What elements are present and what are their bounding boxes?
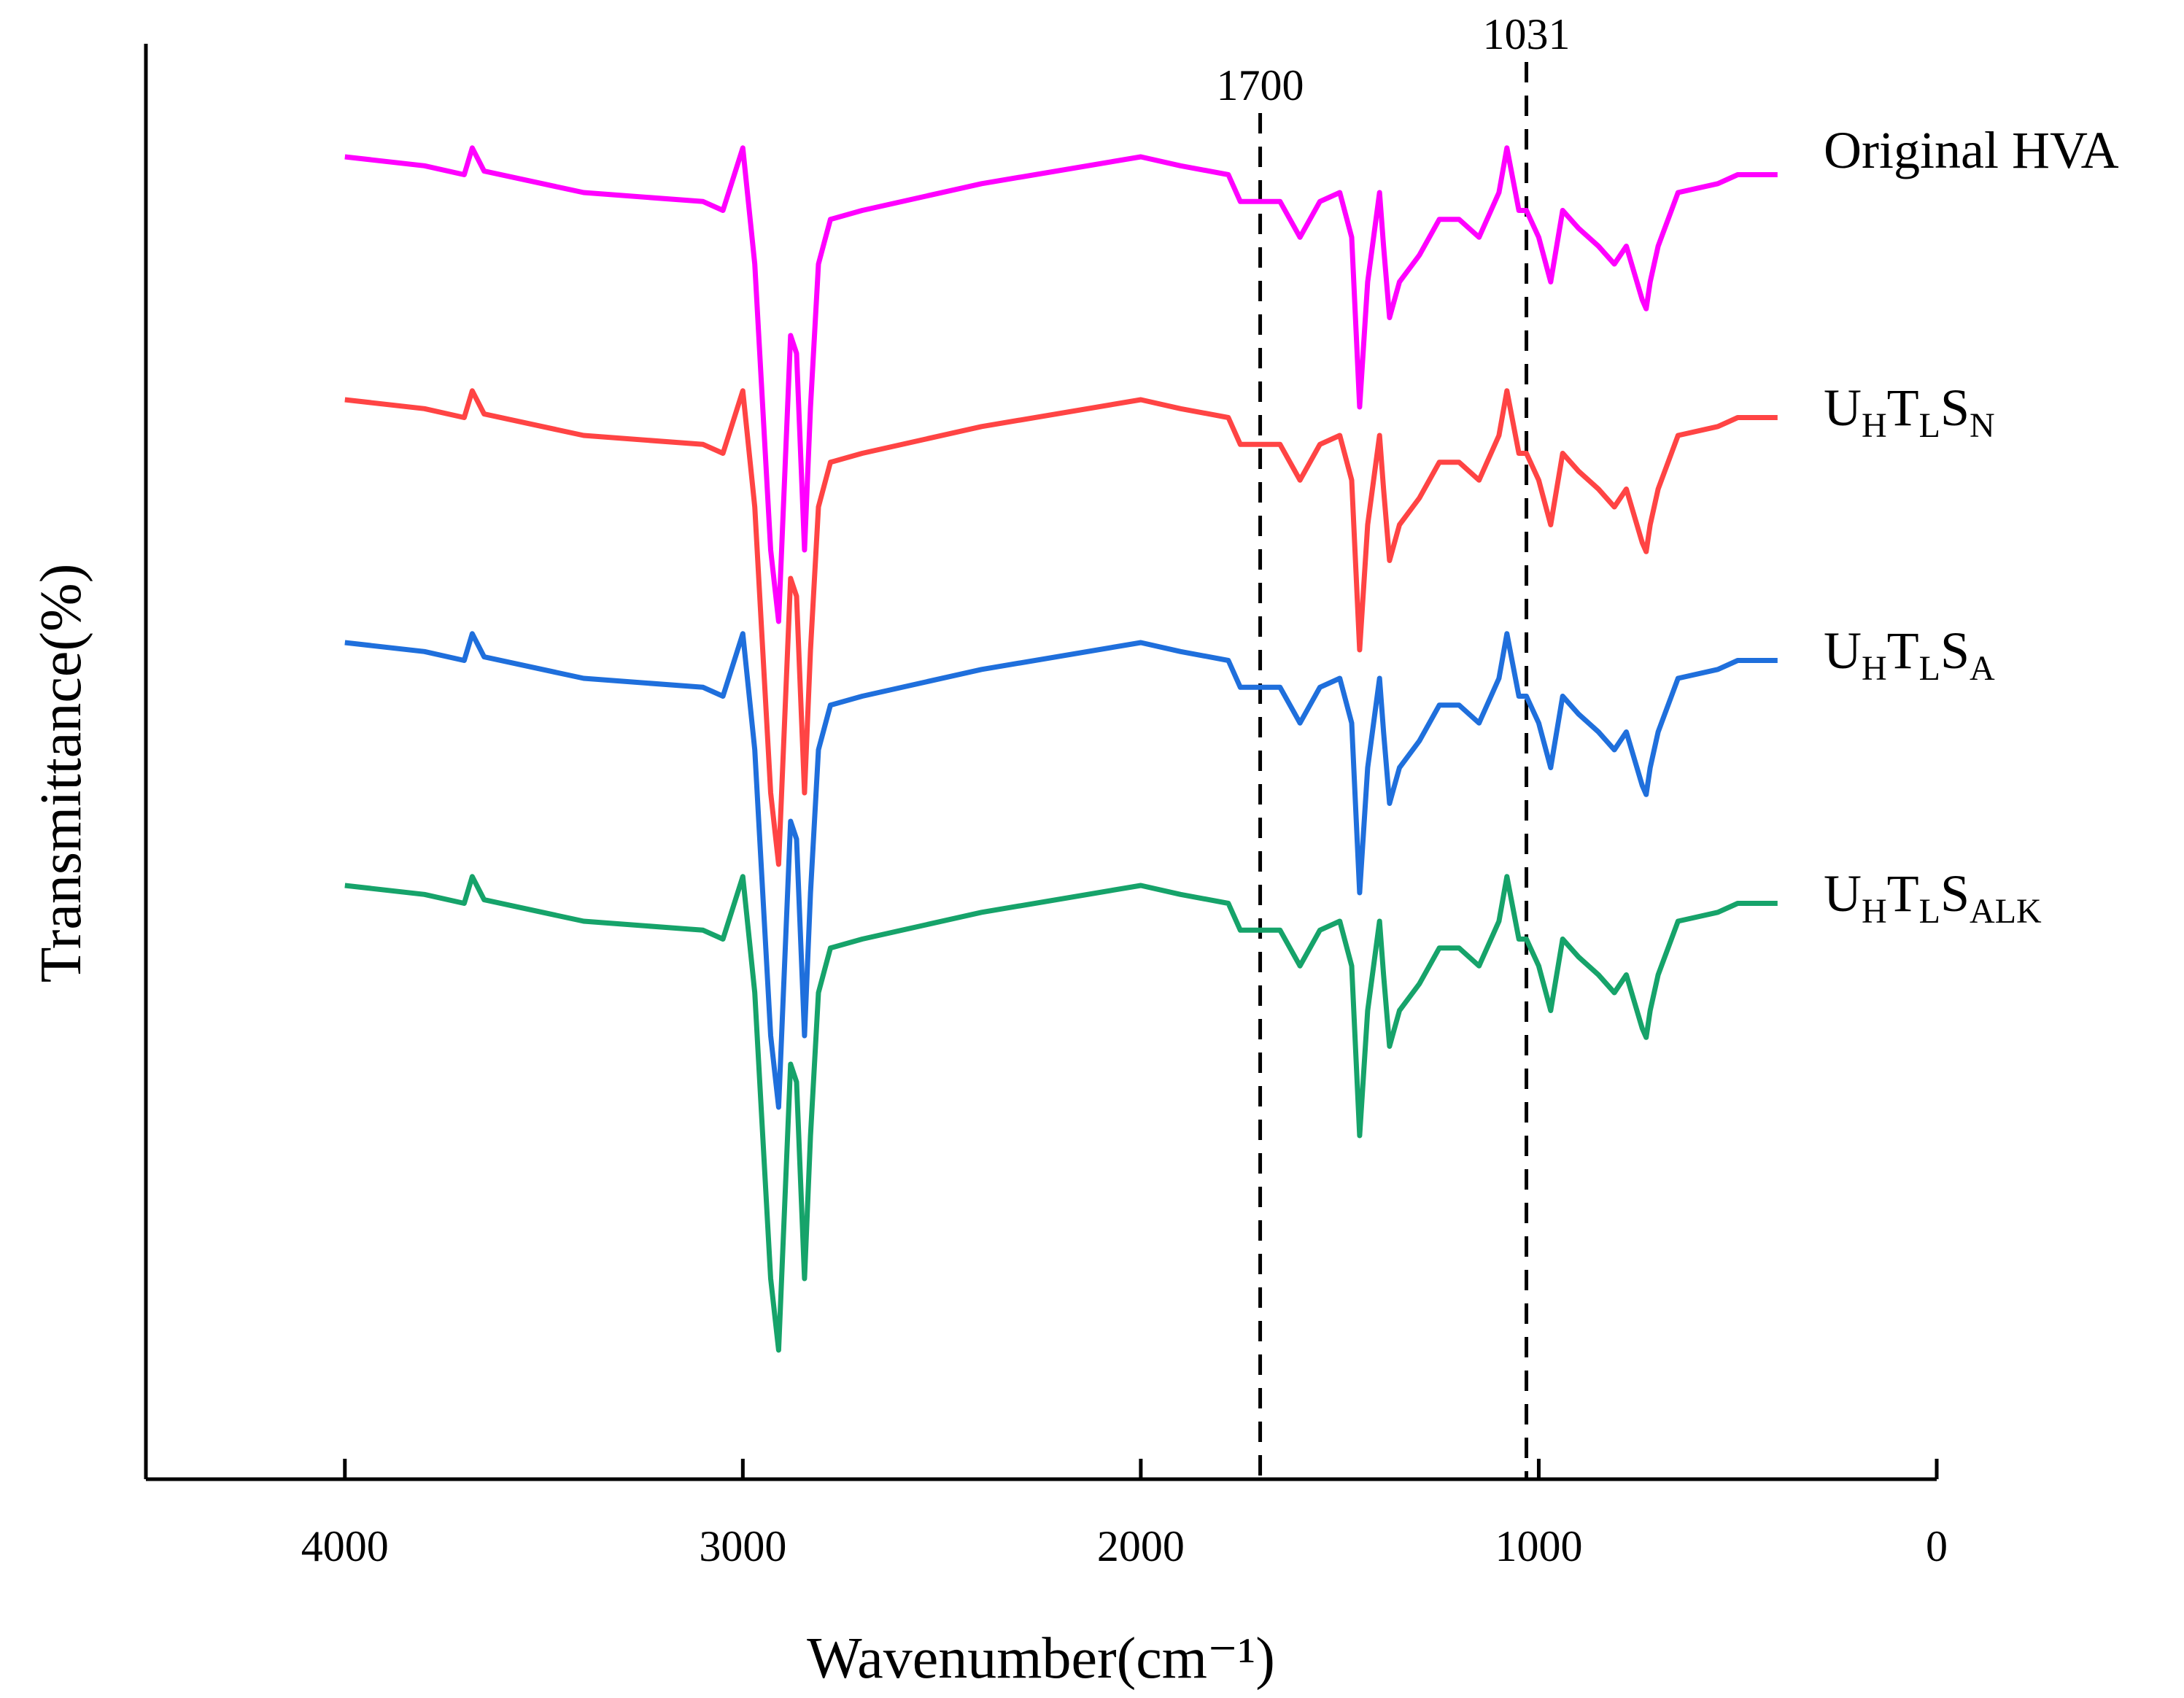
x-axis-title: Wavenumber(cm⁻¹) — [807, 1627, 1275, 1691]
ref-label-1700: 1700 — [1217, 61, 1304, 109]
x-tick-label-3000: 3000 — [699, 1522, 786, 1570]
series-line-UHTLSN — [344, 388, 1778, 867]
x-tick-label-1000: 1000 — [1495, 1522, 1582, 1570]
series-labels: Original HVA UHTLSN UHTLSA UHTLSALK — [1824, 121, 2119, 931]
reference-lines: 1700 1031 — [1217, 10, 1571, 1479]
spectra-series — [344, 145, 1778, 1353]
x-tick-label-0: 0 — [1926, 1522, 1948, 1570]
y-axis-title: Transmittance(%) — [29, 564, 93, 983]
x-tick-label-2000: 2000 — [1097, 1522, 1185, 1570]
series-line-Original HVA — [344, 145, 1778, 624]
series-line-UHTLSALK — [344, 874, 1778, 1353]
series-label-UHTLSA: UHTLSA — [1824, 621, 1995, 688]
series-line-UHTLSA — [344, 631, 1778, 1110]
series-label-Original HVA: Original HVA — [1824, 121, 2119, 179]
series-label-UHTLSN: UHTLSN — [1824, 379, 1995, 445]
series-label-UHTLSALK: UHTLSALK — [1824, 864, 2042, 931]
ref-label-1031: 1031 — [1483, 10, 1571, 58]
x-tick-label-4000: 4000 — [301, 1522, 389, 1570]
x-axis-ticks: 4000 3000 2000 1000 0 — [301, 1459, 1948, 1570]
